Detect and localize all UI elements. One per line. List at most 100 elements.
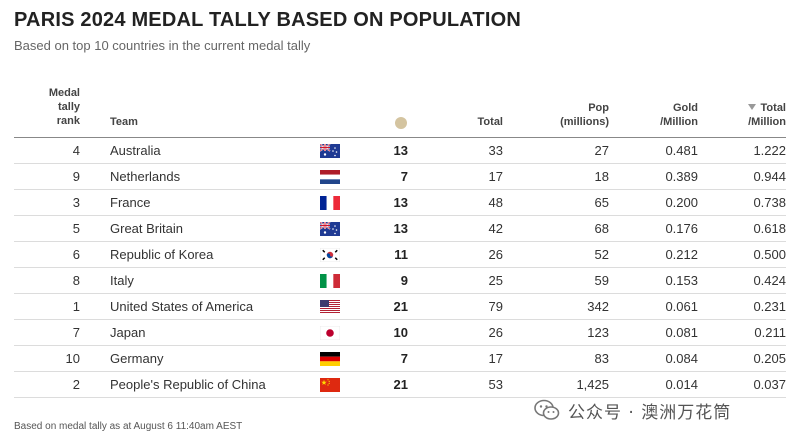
page-title: PARIS 2024 MEDAL TALLY BASED ON POPULATI… [14,9,522,31]
gold-per-million-cell: 0.389 [665,169,698,184]
total-cell: 48 [488,195,503,210]
gold-cell: 13 [393,143,408,158]
pop-cell: 27 [594,143,609,158]
table-row[interactable]: 6 Republic of Korea 11 26 52 0.212 0.500 [14,242,786,268]
table-row[interactable]: 10 Germany 7 17 83 0.084 0.205 [14,346,786,372]
header-team[interactable]: Team [110,116,138,128]
gold-per-million-cell: 0.081 [665,325,698,340]
australia-flag-icon [320,144,340,158]
medal-table: Medal tally rank Team Total Pop (millions) … [14,84,786,398]
header-pop-label: Pop (millions) [560,102,609,128]
gold-cell: 9 [400,273,408,288]
rank-cell: 10 [65,351,80,366]
pop-cell: 52 [594,247,609,262]
total-per-million-cell: 0.231 [753,299,786,314]
total-per-million-cell: 0.500 [753,247,786,262]
france-flag-icon [320,196,340,210]
footnote: Based on medal tally as at August 6 11:4… [14,421,243,432]
rank-cell: 3 [72,195,80,210]
pop-cell: 83 [594,351,609,366]
header-rank-label: Medal tally rank [48,87,80,127]
page-subtitle: Based on top 10 countries in the current… [14,38,311,53]
table-row[interactable]: 3 France 13 48 65 0.200 0.738 [14,190,786,216]
pop-cell: 342 [587,299,609,314]
table-row[interactable]: 5 Great Britain 13 42 68 0.176 0.618 [14,216,786,242]
gold-per-million-cell: 0.014 [665,377,698,392]
wechat-icon [534,399,560,420]
gold-cell: 10 [393,325,408,340]
total-per-million-cell: 0.424 [753,273,786,288]
korea-flag-icon [320,248,340,262]
gold-cell: 21 [393,299,408,314]
gold-per-million-cell: 0.212 [665,247,698,262]
rank-cell: 9 [72,169,80,184]
pop-cell: 18 [594,169,609,184]
gold-cell: 11 [394,247,408,262]
watermark-text: 公众号 · 澳洲万花筒 [568,402,732,423]
gold-medal-icon[interactable] [395,117,407,129]
great-britain-flag-icon [320,222,340,236]
total-cell: 26 [488,247,503,262]
gold-per-million-cell: 0.153 [665,273,698,288]
watermark: 公众号 · 澳洲万花筒 [534,398,732,423]
total-cell: 25 [488,273,503,288]
total-per-million-cell: 0.211 [754,325,786,340]
gold-cell: 13 [393,221,408,236]
table-row[interactable]: 4 Australia 13 33 27 0.481 1.222 [14,138,786,164]
header-tpm-label: Total/Million [747,102,786,128]
team-cell: Republic of Korea [110,247,214,262]
team-cell: Italy [110,273,134,288]
total-per-million-cell: 0.738 [753,195,786,210]
team-cell: Japan [110,325,146,340]
total-cell: 53 [488,377,503,392]
pop-cell: 123 [587,325,609,340]
total-cell: 26 [488,325,503,340]
header-total-per-million[interactable]: Total/Million [714,101,786,129]
table-header: Medal tally rank Team Total Pop (millions) … [14,84,786,138]
china-flag-icon [320,378,340,392]
table-row[interactable]: 7 Japan 10 26 123 0.081 0.211 [14,320,786,346]
rank-cell: 6 [72,247,80,262]
usa-flag-icon [320,300,340,314]
rank-cell: 8 [72,273,80,288]
total-per-million-cell: 0.944 [753,169,786,184]
team-cell: United States of America [110,299,254,314]
gold-cell: 7 [400,169,408,184]
netherlands-flag-icon [320,170,340,184]
total-cell: 42 [488,221,503,236]
pop-cell: 68 [594,221,609,236]
team-cell: People's Republic of China [110,377,266,392]
sort-descending-icon [747,104,756,110]
gold-per-million-cell: 0.481 [665,143,698,158]
table-row[interactable]: 1 United States of America 21 79 342 0.061 0.2… [14,294,786,320]
team-cell: Netherlands [110,169,181,184]
team-cell: Australia [110,143,161,158]
gold-per-million-cell: 0.061 [665,299,698,314]
total-per-million-cell: 1.222 [753,143,786,158]
table-row[interactable]: 9 Netherlands 7 17 18 0.389 0.944 [14,164,786,190]
total-cell: 33 [488,143,503,158]
table-row[interactable]: 8 Italy 9 25 59 0.153 0.424 [14,268,786,294]
table-body: 4 Australia 13 33 27 0.481 1.222 9 Netherlands 7 1… [14,138,786,398]
header-gold-per-million[interactable]: Gold/Million [624,101,698,129]
rank-cell: 5 [72,221,80,236]
header-gpm-label: Gold/Million [660,102,698,128]
team-cell: France [110,195,151,210]
team-cell: Great Britain [110,221,183,236]
japan-flag-icon [320,326,340,340]
rank-cell: 1 [72,299,80,314]
rank-cell: 4 [72,143,80,158]
pop-cell: 65 [594,195,609,210]
total-per-million-cell: 0.205 [753,351,786,366]
italy-flag-icon [320,274,340,288]
rank-cell: 2 [72,377,80,392]
header-rank[interactable]: Medal tally rank [14,86,80,128]
table-row[interactable]: 2 People's Republic of China 21 53 1,425 0.01… [14,372,786,398]
total-cell: 17 [488,169,503,184]
team-cell: Germany [110,351,164,366]
gold-per-million-cell: 0.200 [665,195,698,210]
total-per-million-cell: 0.618 [753,221,786,236]
header-total[interactable]: Total [477,116,503,128]
gold-per-million-cell: 0.084 [665,351,698,366]
header-pop[interactable]: Pop (millions) [534,101,609,129]
